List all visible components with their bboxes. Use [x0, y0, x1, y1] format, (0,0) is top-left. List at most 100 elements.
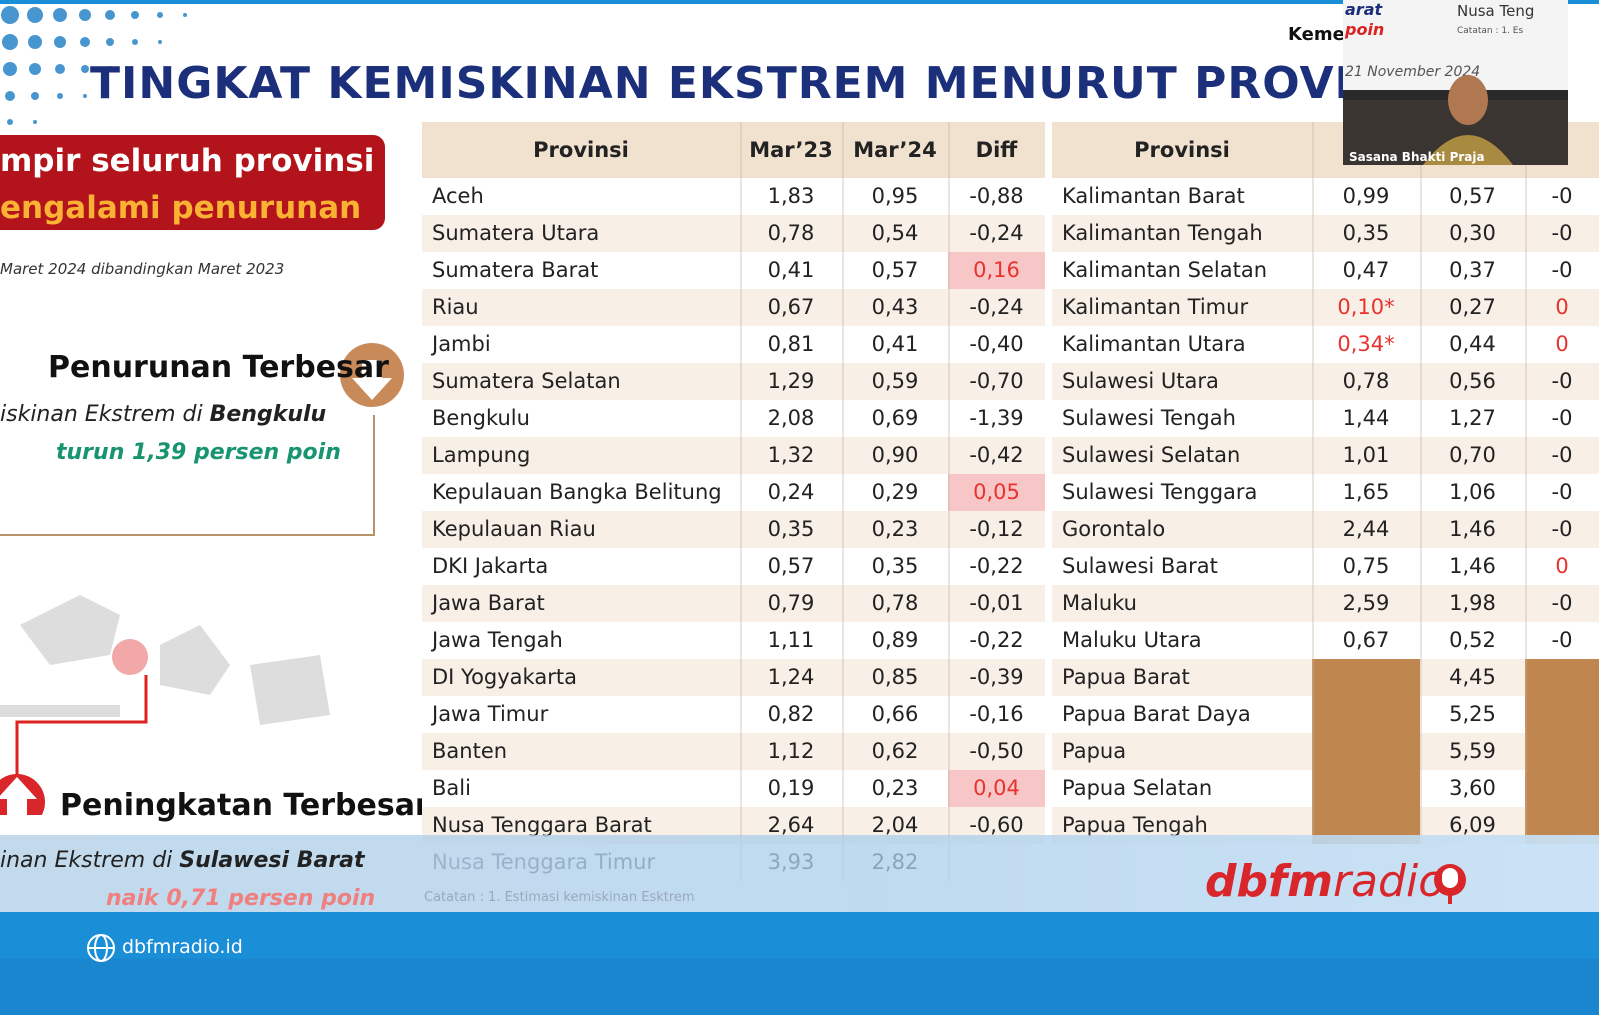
value-cell: 0,57: [1449, 184, 1496, 208]
video-text: 21 November 2024: [1345, 64, 1481, 80]
value-cell: 1,44: [1342, 406, 1390, 430]
decrease-change: turun 1,39 persen poin: [56, 440, 341, 465]
text: iskinan Ekstrem di: [0, 402, 210, 427]
value-cell: 0,41: [767, 258, 815, 282]
value-cell: -0,39: [969, 665, 1024, 689]
value-cell: 2,64: [767, 813, 815, 837]
region: Sulawesi Barat: [179, 848, 365, 873]
header-cell: Mar’24: [853, 138, 937, 162]
header-cell: Diff: [975, 138, 1018, 162]
value-cell: 0,41: [871, 332, 919, 356]
value-cell: 0,19: [767, 776, 815, 800]
value-cell: -0,42: [969, 443, 1024, 467]
overlay-band: [0, 835, 1599, 912]
row-bg: [1052, 289, 1599, 326]
value-cell: 1,27: [1449, 406, 1496, 430]
banner: mpir seluruh provinsi engalami penurunan: [0, 135, 385, 230]
logo-part: radio: [1332, 856, 1446, 907]
province-cell: Sumatera Utara: [432, 221, 600, 245]
col-divider: [948, 122, 950, 881]
region: Bengkulu: [209, 402, 327, 427]
value-cell: -0: [1551, 258, 1573, 282]
value-cell: 0,70: [1449, 443, 1496, 467]
value-cell: -0,60: [969, 813, 1024, 837]
value-cell: 1,46: [1449, 517, 1496, 541]
row-bg: [1052, 548, 1599, 585]
province-cell: Sulawesi Selatan: [1062, 443, 1241, 467]
value-cell: -0,22: [969, 554, 1024, 578]
value-cell: 1,83: [767, 184, 815, 208]
province-cell: DI Yogyakarta: [432, 665, 577, 689]
value-cell: -0,40: [969, 332, 1024, 356]
video-text: poin: [1345, 20, 1385, 39]
col-divider: [1525, 122, 1527, 844]
value-cell: 0,23: [871, 517, 919, 541]
value-cell: 0,24: [767, 480, 815, 504]
value-cell: -0,70: [969, 369, 1024, 393]
empty-block: [1525, 733, 1599, 770]
decrease-title: Penurunan Terbesar: [48, 350, 389, 385]
value-cell: 1,06: [1449, 480, 1496, 504]
value-cell: 1,65: [1342, 480, 1390, 504]
value-cell: 0,30: [1449, 221, 1496, 245]
value-cell: 0,34*: [1337, 332, 1395, 356]
value-cell: 0,10*: [1337, 295, 1395, 319]
empty-block: [1312, 696, 1420, 733]
value-cell: 1,24: [767, 665, 815, 689]
province-cell: Jawa Tengah: [432, 628, 563, 652]
value-cell: -0: [1551, 480, 1573, 504]
note: Maret 2024 dibandingkan Maret 2023: [0, 260, 285, 278]
row-bg: [422, 659, 1045, 696]
value-cell: -1,39: [969, 406, 1024, 430]
province-cell: Maluku Utara: [1062, 628, 1202, 652]
province-cell: Jawa Barat: [432, 591, 545, 615]
row-bg: [422, 252, 1045, 289]
value-cell: 3,60: [1449, 776, 1496, 800]
row-bg: [422, 622, 1045, 659]
value-cell: 0,75: [1342, 554, 1390, 578]
province-cell: Gorontalo: [1062, 517, 1166, 541]
col-divider: [740, 122, 742, 881]
col-divider: [1420, 122, 1422, 844]
row-bg: [422, 363, 1045, 400]
province-cell: Sulawesi Tengah: [1062, 406, 1236, 430]
value-cell: 0,52: [1449, 628, 1496, 652]
value-cell: 5,25: [1449, 702, 1496, 726]
value-cell: -0,01: [969, 591, 1024, 615]
value-cell: 0,57: [871, 258, 919, 282]
value-cell: 1,46: [1449, 554, 1496, 578]
row-bg: [422, 400, 1045, 437]
video-text: arat: [1345, 0, 1383, 19]
row-bg: [1052, 511, 1599, 548]
value-cell: 1,01: [1342, 443, 1390, 467]
value-cell: 0,66: [871, 702, 919, 726]
value-cell: -0,12: [969, 517, 1024, 541]
value-cell: 0,04: [948, 770, 1045, 807]
globe-icon: [87, 934, 115, 962]
col-divider: [842, 122, 844, 881]
presenter: [1343, 75, 1568, 165]
empty-block: [1312, 770, 1420, 807]
header-cell: Provinsi: [1134, 138, 1230, 162]
row-bg: [422, 326, 1045, 363]
province-cell: Kalimantan Barat: [1062, 184, 1245, 208]
col-divider: [1312, 122, 1314, 844]
row-bg: [422, 511, 1045, 548]
value-cell: 0,35: [767, 517, 815, 541]
value-cell: 2,08: [767, 406, 815, 430]
value-cell: 0,43: [871, 295, 919, 319]
row-bg: [422, 437, 1045, 474]
value-cell: -0,16: [969, 702, 1024, 726]
value-cell: 0,78: [1342, 369, 1390, 393]
province-cell: Papua Barat Daya: [1062, 702, 1251, 726]
province-cell: Banten: [432, 739, 508, 763]
province-cell: Papua Barat: [1062, 665, 1190, 689]
value-cell: -0,88: [969, 184, 1024, 208]
value-cell: 1,98: [1449, 591, 1496, 615]
row-bg: [422, 733, 1045, 770]
slide-title: TINGKAT KEMISKINAN EKSTREM MENURUT PROVI: [90, 58, 1352, 109]
province-cell: Papua Selatan: [1062, 776, 1213, 800]
value-cell: 6,09: [1449, 813, 1496, 837]
value-cell: 0,05: [948, 474, 1045, 511]
